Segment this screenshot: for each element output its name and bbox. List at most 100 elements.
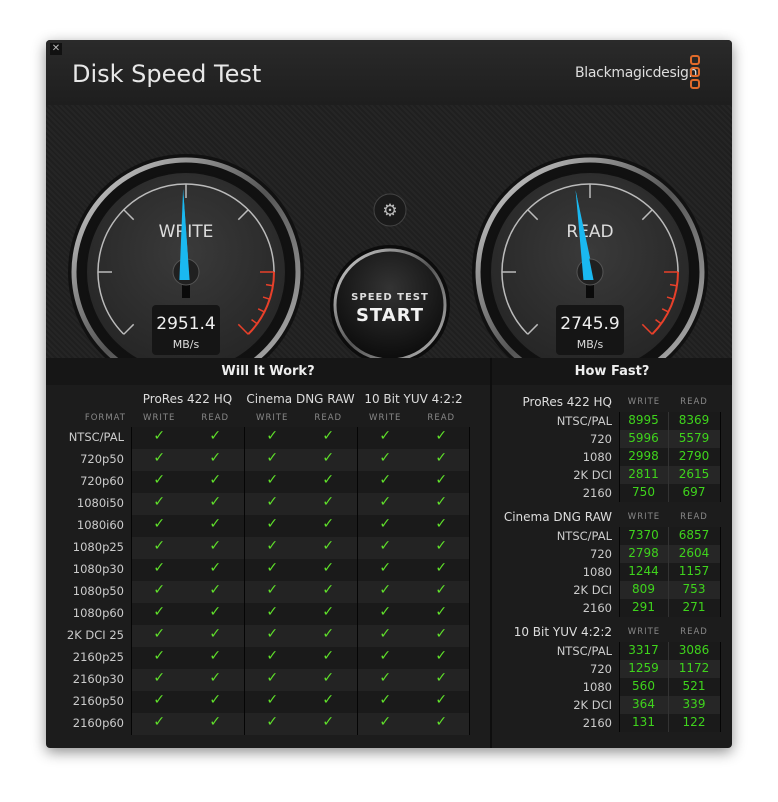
table-cell-bg [413,427,470,449]
table-cell-bg [187,427,244,449]
table-cell-bg [357,493,414,515]
check-icon: ✓ [379,714,392,730]
row-bg [619,660,720,678]
write-value: 2798 [628,546,659,560]
resolution-label: 1080 [582,680,612,694]
resolution-label: 720 [590,662,612,676]
table-cell-bg [244,559,301,581]
start-button-line2: START [356,305,424,326]
check-icon: ✓ [322,692,335,708]
write-header: WRITE [627,512,661,522]
check-icon: ✓ [209,582,222,598]
row-bg [619,599,720,617]
write-value: 291 [632,600,655,614]
gauge-scale-arc [97,183,275,335]
gauge-red-tick [655,319,662,325]
table-cell-bg [357,581,414,603]
brand-logo-icon [690,55,702,91]
check-icon: ✓ [266,626,279,642]
check-icon: ✓ [322,670,335,686]
brand-logo-text: Blackmagicdesign [575,65,698,81]
table-cell-bg [187,647,244,669]
table-cell-bg [413,493,470,515]
read-value: 271 [682,600,706,614]
write-value: 1259 [628,661,659,675]
gauge-red-tick [265,283,274,287]
gauge-red-tick [666,296,674,300]
read-value: 122 [682,715,706,729]
check-icon: ✓ [266,582,279,598]
row-bg [619,527,720,545]
table-cell-bg [131,647,188,669]
row-bg [619,545,720,563]
table-cell-bg [244,493,301,515]
read-header: READ [314,413,343,423]
check-icon: ✓ [209,648,222,664]
format-label: 1080p50 [72,584,124,598]
table-cell-bg [244,713,301,735]
write-header: WRITE [143,413,176,423]
table-cell-bg [357,427,414,449]
check-icon: ✓ [209,538,222,554]
table-cell-bg [300,713,357,735]
gauge-unit: MB/s [577,338,604,351]
gauge-tick [527,209,539,221]
gauge-value: 2951.4 [156,314,215,334]
start-button[interactable]: SPEED TEST START [330,245,450,358]
read-value: 1157 [678,564,710,578]
check-icon: ✓ [153,538,166,554]
table-cell-bg [357,691,414,713]
gauge-red-tick [641,323,653,335]
table-cell-bg [131,581,188,603]
table-cell-bg [300,625,357,647]
write-gauge: WRITE2951.4MB/s [68,154,304,358]
check-icon: ✓ [379,538,392,554]
format-label: 720p50 [80,452,124,466]
read-value: 339 [682,697,706,711]
table-cell-bg [300,647,357,669]
format-label: 1080p60 [72,606,124,620]
table-cell-bg [300,493,357,515]
row-bg [619,678,720,696]
table-cell-bg [413,515,470,537]
read-header: READ [680,397,708,407]
table-cell-bg [357,647,414,669]
check-icon: ✓ [153,626,166,642]
check-icon: ✓ [435,450,448,466]
gauge-red-tick [257,308,265,313]
codec-header: Cinema DNG RAW [246,392,355,406]
resolution-label: NTSC/PAL [556,644,612,658]
gauge-needle [575,190,593,273]
table-cell-bg [187,559,244,581]
settings-button[interactable]: ⚙ [373,193,407,227]
table-cell-bg [300,427,357,449]
table-cell-bg [244,647,301,669]
gauge-red-tick [251,319,258,325]
table-cell-bg [357,669,414,691]
check-icon: ✓ [379,560,392,576]
resolution-label: 2K DCI [573,698,612,712]
check-icon: ✓ [379,648,392,664]
read-header: READ [427,413,456,423]
table-cell-bg [131,471,188,493]
table-cell-bg [413,581,470,603]
close-icon[interactable]: ✕ [50,43,62,55]
format-label: 1080p25 [72,540,124,554]
check-icon: ✓ [266,714,279,730]
start-button-line1: SPEED TEST [351,292,429,303]
check-icon: ✓ [153,450,166,466]
table-cell-bg [244,449,301,471]
column-divider [668,527,669,617]
check-icon: ✓ [153,494,166,510]
check-icon: ✓ [435,714,448,730]
column-divider [619,527,620,617]
gauge-label: READ [566,222,613,242]
gauge-readout-box [152,305,220,355]
row-bg [619,448,720,466]
row-bg [619,430,720,448]
check-icon: ✓ [209,560,222,576]
read-value: 8369 [678,413,710,427]
table-cell-bg [244,669,301,691]
table-cell-bg [357,625,414,647]
